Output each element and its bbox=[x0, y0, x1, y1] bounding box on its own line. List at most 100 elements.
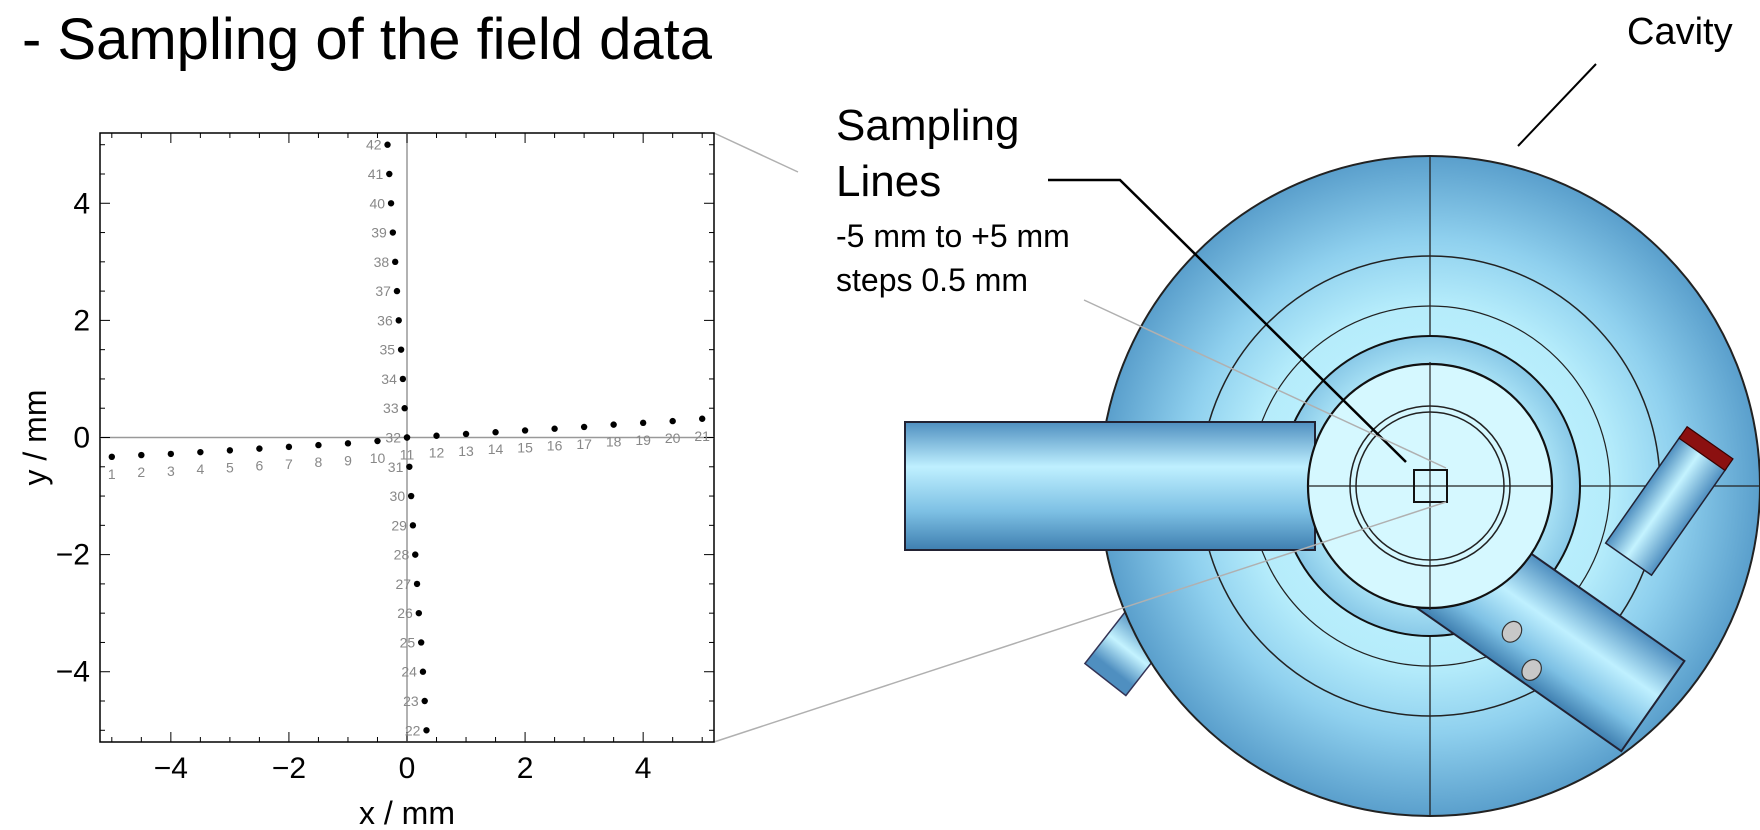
sample-point bbox=[315, 441, 322, 449]
cavity-label: Cavity bbox=[1627, 11, 1733, 53]
sample-point-label: 39 bbox=[371, 225, 387, 241]
sample-point bbox=[521, 427, 529, 434]
sample-point bbox=[256, 445, 263, 452]
sample-point bbox=[462, 430, 470, 438]
sample-point bbox=[419, 668, 427, 675]
sample-point bbox=[374, 437, 381, 445]
sampling-lines-label-line2: Lines bbox=[836, 157, 942, 206]
sample-point bbox=[393, 287, 401, 295]
sample-point-label: 42 bbox=[366, 137, 382, 153]
sample-point-label: 6 bbox=[256, 458, 264, 474]
y-tick-label: −2 bbox=[56, 539, 90, 572]
sample-point-label: 20 bbox=[665, 430, 681, 446]
sampling-range-text: -5 mm to +5 mm bbox=[836, 218, 1070, 254]
sample-point bbox=[285, 443, 293, 451]
sample-point-label: 40 bbox=[369, 195, 385, 211]
sample-point-label: 12 bbox=[429, 445, 445, 461]
sample-point bbox=[226, 447, 234, 454]
y-tick-label: 4 bbox=[73, 187, 90, 220]
y-axis-title: y / mm bbox=[17, 390, 53, 486]
y-tick-label: −4 bbox=[56, 656, 90, 689]
sampling-steps-text: steps 0.5 mm bbox=[836, 262, 1029, 298]
sample-point-label: 30 bbox=[390, 488, 406, 504]
sample-point bbox=[344, 440, 352, 447]
sample-point bbox=[108, 453, 116, 461]
sample-point-label: 36 bbox=[377, 312, 393, 328]
sample-point-label: 28 bbox=[394, 547, 410, 563]
sample-point-label: 5 bbox=[226, 459, 234, 475]
sample-point-label: 10 bbox=[370, 450, 386, 466]
sample-point-label: 27 bbox=[395, 576, 411, 592]
sample-point bbox=[389, 229, 397, 236]
sample-point bbox=[401, 405, 408, 412]
sample-point-label: 2 bbox=[137, 464, 145, 480]
sample-point bbox=[551, 425, 558, 432]
sample-point-label: 34 bbox=[381, 371, 397, 387]
y-tick-label: 0 bbox=[73, 422, 90, 455]
sample-point bbox=[399, 375, 407, 383]
sample-point-label: 11 bbox=[400, 447, 415, 463]
sample-point-label: 16 bbox=[547, 438, 563, 454]
x-axis-title: x / mm bbox=[359, 795, 455, 830]
sample-point-label: 35 bbox=[380, 342, 396, 358]
sample-point bbox=[407, 492, 415, 500]
sample-point-label: 29 bbox=[391, 517, 407, 533]
x-tick-label: −4 bbox=[154, 752, 188, 785]
sampling-lines-label: Sampling Lines bbox=[836, 98, 1019, 210]
sample-point bbox=[421, 697, 428, 705]
sample-point-label: 32 bbox=[385, 430, 401, 446]
sample-point bbox=[409, 522, 417, 529]
sample-point-label: 26 bbox=[397, 605, 413, 621]
sample-point bbox=[412, 551, 419, 558]
y-tick-label: 2 bbox=[73, 304, 90, 337]
sample-point-label: 7 bbox=[285, 456, 293, 472]
sample-point bbox=[433, 432, 440, 439]
sample-point bbox=[669, 417, 676, 425]
sample-point-label: 33 bbox=[383, 400, 399, 416]
sample-point bbox=[386, 170, 393, 178]
sample-point bbox=[639, 419, 647, 427]
sample-point bbox=[387, 200, 395, 207]
sample-point-label: 41 bbox=[368, 166, 384, 182]
sample-point bbox=[492, 429, 499, 436]
sample-point bbox=[417, 639, 425, 646]
sample-point-label: 18 bbox=[606, 434, 622, 450]
sample-point bbox=[413, 580, 421, 588]
slide-title: - Sampling of the field data bbox=[22, 7, 712, 72]
sample-point bbox=[580, 423, 588, 431]
x-tick-label: 4 bbox=[635, 752, 652, 785]
sample-point bbox=[138, 451, 145, 459]
sample-point-label: 9 bbox=[344, 452, 352, 468]
sampling-lines-label-line1: Sampling bbox=[836, 101, 1020, 150]
sample-point bbox=[397, 346, 405, 353]
sample-point-label: 22 bbox=[405, 722, 421, 738]
sample-point bbox=[610, 421, 617, 428]
sample-point-label: 19 bbox=[635, 432, 651, 448]
sample-point-label: 21 bbox=[694, 428, 710, 444]
sample-point bbox=[403, 434, 411, 441]
sample-point-label: 14 bbox=[488, 441, 504, 457]
sample-point bbox=[197, 448, 204, 456]
sample-point-label: 4 bbox=[196, 461, 204, 477]
sample-point bbox=[415, 609, 423, 617]
sample-point-label: 1 bbox=[108, 466, 116, 482]
sample-point-label: 25 bbox=[400, 634, 416, 650]
sample-point-label: 24 bbox=[401, 664, 417, 680]
sample-point-label: 15 bbox=[517, 439, 533, 455]
x-tick-label: 2 bbox=[517, 752, 534, 785]
sample-point-label: 3 bbox=[167, 463, 175, 479]
sample-point-label: 37 bbox=[375, 283, 391, 299]
sample-point bbox=[423, 727, 430, 734]
sample-point bbox=[167, 450, 175, 458]
sample-point bbox=[698, 415, 706, 422]
sample-point-label: 8 bbox=[315, 454, 323, 470]
x-tick-label: 0 bbox=[399, 752, 416, 785]
sample-point-label: 17 bbox=[576, 436, 592, 452]
x-tick-label: −2 bbox=[272, 752, 306, 785]
sample-point bbox=[384, 141, 391, 148]
sample-point bbox=[395, 317, 402, 324]
sample-point-label: 38 bbox=[374, 254, 390, 270]
sample-point bbox=[391, 258, 399, 266]
sample-point-label: 31 bbox=[388, 459, 404, 475]
